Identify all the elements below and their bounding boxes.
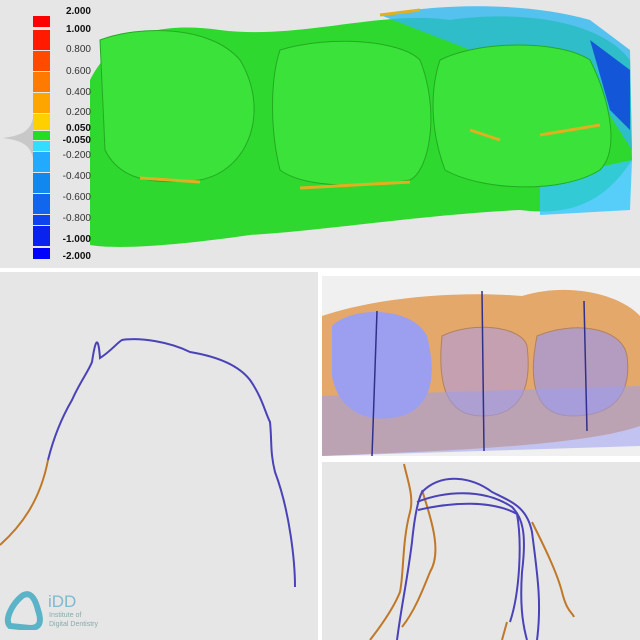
scale-segment — [33, 173, 50, 193]
cross-section-overlay-view — [322, 462, 640, 640]
scale-segment — [33, 16, 50, 27]
scale-segment — [33, 215, 50, 225]
logo-abbr: iDD — [48, 592, 77, 611]
scale-label: -1.000 — [62, 234, 91, 245]
logo-name: Institute of Digital Dentistry — [49, 612, 99, 628]
scale-label: 1.000 — [65, 24, 91, 35]
scale-segment — [33, 141, 50, 151]
scale-segment — [33, 131, 50, 140]
scale-segment — [33, 30, 50, 50]
scale-label: 2.000 — [65, 6, 91, 17]
cross-section-curves — [0, 338, 296, 588]
scale-label: -0.800 — [62, 213, 91, 224]
scale-label: -0.200 — [62, 150, 91, 161]
deviation-colormap-model — [90, 6, 632, 247]
superimposed-models — [322, 289, 640, 456]
deviation-histogram — [2, 118, 33, 158]
idd-logo-mark — [4, 591, 43, 630]
idd-logo: iDD Institute of Digital Dentistry — [4, 590, 124, 635]
reference-curve — [0, 459, 49, 546]
scale-label: -0.400 — [62, 171, 91, 182]
deviation-color-scale: 2.000 1.000 0.800 0.600 0.400 0.200 0.050 -0.05… — [2, 0, 103, 268]
scale-segment — [33, 51, 50, 71]
scale-label: 0.600 — [65, 66, 91, 77]
scale-segment — [33, 72, 50, 92]
overlay-curves — [369, 463, 575, 640]
superimposition-view — [322, 276, 640, 456]
scale-label: 0.050 — [65, 123, 91, 134]
scale-segment — [33, 114, 50, 130]
scale-label: -0.600 — [62, 192, 91, 203]
scale-segment — [33, 226, 50, 246]
scale-label: -2.000 — [62, 251, 91, 262]
scale-segment — [33, 152, 50, 172]
cross-section-curve-view: iDD Institute of Digital Dentistry — [0, 272, 318, 640]
scale-segment — [33, 93, 50, 113]
scale-label: 0.400 — [65, 87, 91, 98]
scale-label: -0.050 — [62, 135, 91, 146]
scale-label: 0.800 — [65, 44, 91, 55]
scale-segment — [33, 194, 50, 214]
scan-curve — [47, 338, 296, 588]
scale-segment — [33, 248, 50, 259]
deviation-colormap-view: 2.000 1.000 0.800 0.600 0.400 0.200 0.050 -0.05… — [0, 0, 640, 268]
scale-label: 0.200 — [65, 107, 91, 118]
